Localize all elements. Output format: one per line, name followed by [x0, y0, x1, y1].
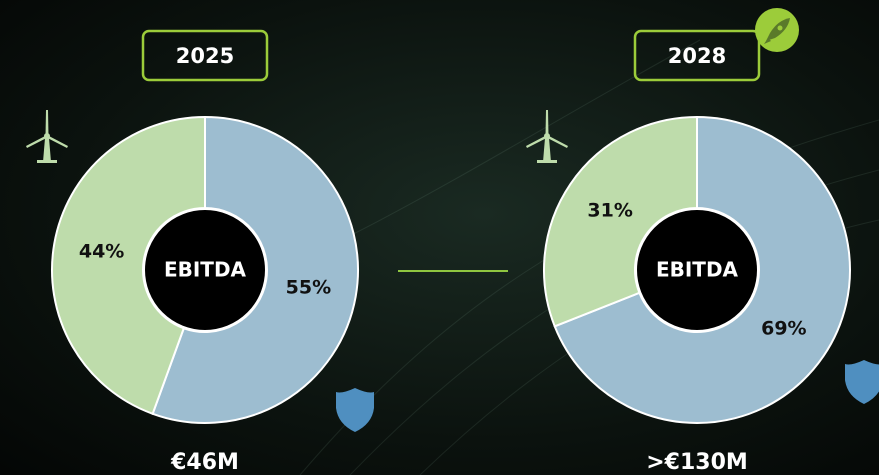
total-label: €46M — [170, 450, 239, 475]
year-label: 2028 — [668, 44, 726, 68]
donut-hole — [635, 208, 759, 332]
center-label: EBITDA — [656, 258, 739, 282]
value-label: 31% — [587, 199, 632, 221]
value-label: 69% — [761, 318, 806, 340]
charts: 55% 44% EBITDA 2025 €46M 69% 31% EBITDA 2028 >€13… — [51, 29, 851, 475]
year-box — [141, 29, 269, 82]
center-label: EBITDA — [164, 258, 247, 282]
shield-icon — [336, 388, 374, 432]
wind-turbine-icon — [526, 110, 568, 163]
wind-turbine-icon — [26, 110, 68, 163]
rocket-icon — [755, 8, 799, 52]
donut-hole — [143, 208, 267, 332]
year-box — [633, 29, 761, 82]
total-label: >€130M — [646, 450, 748, 475]
shield-icon — [845, 360, 879, 404]
year-label: 2025 — [176, 44, 234, 68]
value-label: 55% — [286, 277, 331, 299]
value-label: 44% — [79, 240, 124, 262]
